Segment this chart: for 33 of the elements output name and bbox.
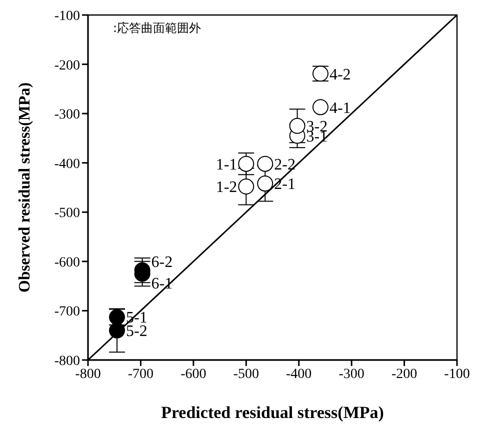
annotation: 1-2	[216, 179, 238, 196]
point	[257, 176, 274, 192]
point	[238, 156, 254, 172]
x-tick-label: -500	[233, 366, 259, 382]
y-tick-label: -700	[54, 304, 80, 320]
point	[257, 156, 274, 172]
y-tick-label: -500	[54, 206, 80, 222]
annotation: 1-1	[216, 156, 238, 174]
annotation: 4-2	[329, 66, 351, 84]
y-tick-label: -100	[54, 8, 80, 24]
y-tick-label: -200	[54, 58, 80, 74]
x-axis-title: Predicted residual stress(MPa)	[161, 403, 384, 422]
annotation: 6-2	[151, 254, 173, 271]
point	[238, 178, 254, 195]
point	[312, 99, 328, 116]
annotation: 5-2	[126, 323, 148, 340]
y-axis-title: Observed residual stress(MPa)	[16, 82, 34, 293]
x-tick-label: -400	[286, 366, 312, 382]
annotation: :応答曲面範囲外	[113, 20, 202, 37]
y-tick-label: -800	[54, 354, 80, 369]
y-tick-label: -400	[54, 156, 80, 172]
x-tick-label: -600	[180, 366, 206, 382]
point	[289, 118, 306, 134]
y-tick-label: -300	[54, 108, 80, 123]
x-tick-label: -300	[338, 366, 364, 382]
y-tick-label: -600	[54, 255, 80, 270]
x-tick-label: -800	[75, 366, 101, 382]
annotation: 2-2	[274, 156, 296, 174]
annotation: 2-1	[274, 176, 296, 194]
x-tick-label: -100	[444, 366, 470, 382]
x-tick-label: -700	[128, 366, 154, 382]
x-tick-label: -200	[391, 366, 418, 382]
annotation: 4-1	[329, 100, 351, 117]
